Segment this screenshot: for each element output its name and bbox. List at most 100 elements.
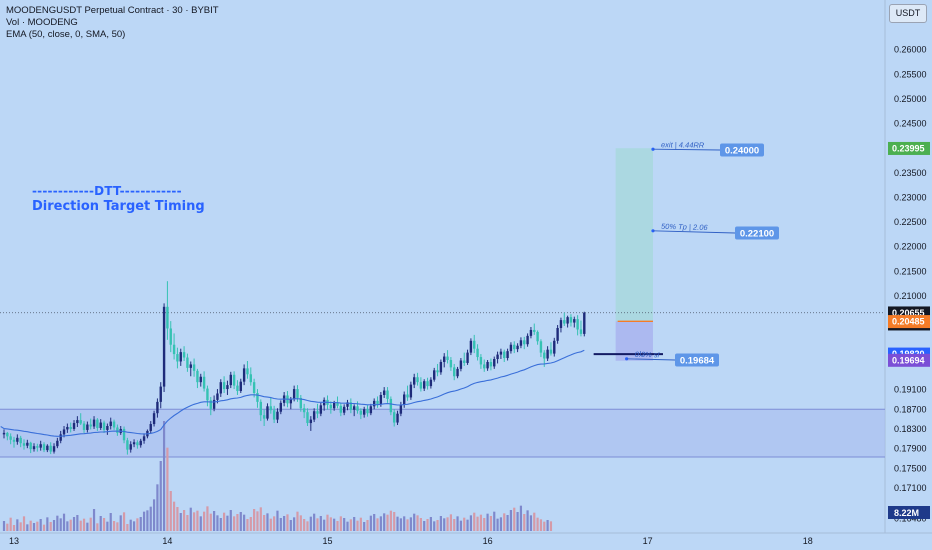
volume-bar [139, 517, 142, 531]
candle-body [506, 351, 509, 359]
candle-body [359, 410, 363, 415]
volume-bar [366, 520, 369, 531]
candle-body [339, 405, 343, 413]
volume-bar [473, 512, 476, 531]
volume-bar [132, 521, 136, 531]
volume-bar [256, 511, 259, 531]
candle-body [92, 419, 96, 427]
candle-body [392, 412, 396, 423]
candle-body [279, 402, 283, 412]
volume-bar [383, 513, 386, 531]
volume-bar [306, 521, 309, 531]
volume-bar [369, 515, 372, 531]
volume-bar [313, 513, 316, 531]
candle-body [549, 349, 553, 354]
volume-bar [189, 507, 192, 531]
volume-bar [196, 510, 199, 531]
volume-bar [466, 519, 469, 531]
candle-body [189, 364, 192, 368]
volume-bar [319, 516, 322, 531]
time-tick: 15 [322, 536, 332, 546]
ema-price-tag-text: 0.19694 [892, 355, 925, 365]
candle-body [192, 364, 196, 371]
volume-bar [2, 521, 6, 531]
candle-body [519, 340, 523, 346]
candle-body [399, 404, 403, 414]
volume-bar [233, 516, 236, 531]
candle-body [76, 420, 79, 424]
candle-body [579, 329, 583, 334]
price-axis-labels: 0.239950.2065501:080.204850.198200.19694… [888, 141, 930, 519]
candle-body [29, 442, 32, 450]
volume-bar [476, 516, 479, 531]
tp-callout-value-box [735, 226, 779, 240]
time-axis[interactable]: 13 14 15 16 17 18 [9, 536, 813, 546]
volume-bar [126, 524, 129, 531]
candle-body [69, 426, 72, 429]
volume-bar [16, 519, 19, 531]
volume-bar [182, 510, 186, 531]
volume-bar [276, 510, 279, 531]
candle-body [166, 306, 169, 329]
volume-bar [56, 515, 59, 531]
volume-bar [316, 518, 319, 531]
volume-bar [493, 511, 496, 531]
volume-bar [439, 516, 442, 531]
ema-50-line [0, 349, 585, 437]
candle-body [439, 361, 443, 373]
candle-body [573, 319, 576, 323]
candle-body [219, 382, 222, 394]
candle-body [229, 374, 232, 386]
legend-ema[interactable]: EMA (50, close, 0, SMA, 50) [6, 29, 126, 40]
candle-body [569, 317, 573, 323]
candle-body [566, 317, 569, 324]
candle-body [86, 424, 89, 430]
candle-body [46, 445, 49, 451]
candle-body [232, 374, 236, 386]
candle-body [443, 356, 446, 362]
volume-bar [389, 510, 392, 531]
candle-body [389, 398, 393, 413]
candle-body [479, 357, 483, 365]
volume-bar [86, 522, 89, 531]
legend-volume[interactable]: Vol · MOODENG [6, 17, 78, 28]
volume-bar [9, 517, 12, 531]
price-tick: 0.19100 [894, 385, 927, 395]
volume-bar [483, 518, 486, 531]
candle-body [336, 402, 339, 406]
candle-body [132, 442, 136, 445]
candle-body [426, 381, 429, 387]
candle-body [22, 443, 26, 446]
volume-bar [329, 517, 332, 531]
candle-body [386, 390, 389, 399]
volume-bar [503, 513, 506, 531]
candle-body [129, 444, 132, 450]
volume-bars [2, 421, 553, 531]
candle-body [72, 423, 76, 429]
volume-bar [513, 507, 516, 531]
candle-body [419, 382, 423, 389]
volume-bar [349, 519, 352, 531]
candle-body [199, 376, 202, 383]
volume-bar [423, 521, 426, 531]
currency-button[interactable]: USDT [889, 4, 927, 23]
legend-symbol[interactable]: MOODENGUSDT Perpetual Contract · 30 · BY… [6, 5, 219, 16]
volume-bar [486, 513, 489, 531]
volume-bar [403, 516, 406, 531]
candle-body [102, 422, 106, 430]
volume-bar [192, 512, 196, 531]
tp-callout-label: 50% Tp | 2.06 [661, 222, 709, 232]
volume-bar [413, 513, 416, 531]
target-zone [615, 148, 653, 322]
candle-body [429, 379, 433, 387]
dtt-subtitle[interactable]: Direction Target Timing [32, 199, 205, 214]
volume-bar [309, 516, 312, 531]
volume-bar [146, 510, 149, 531]
candle-body [262, 415, 266, 419]
long-position-tool[interactable] [615, 148, 653, 361]
dtt-title[interactable]: ------------DTT------------ [32, 184, 182, 198]
volume-bar [199, 516, 202, 531]
volume-bar [529, 515, 533, 531]
volume-bar [59, 518, 62, 531]
